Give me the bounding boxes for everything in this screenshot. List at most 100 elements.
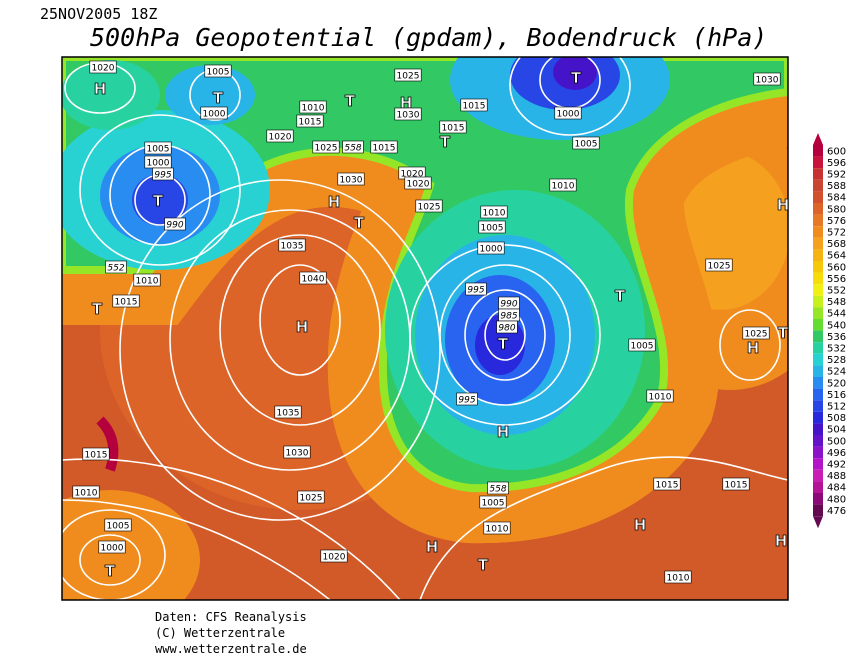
isobar-label-box [456, 392, 478, 406]
pressure-center: H [747, 339, 760, 357]
isobar-label-box [342, 140, 364, 154]
colorbar-label: 600 [827, 146, 846, 157]
colorbar-cell [813, 377, 823, 389]
isobar-label-box [266, 129, 294, 143]
pressure-center: H [296, 318, 309, 336]
isobar-label: 1010 [483, 209, 506, 219]
pressure-center: T [498, 335, 509, 353]
colorbar-cell [813, 237, 823, 250]
colorbar-label: 476 [827, 506, 846, 517]
isobar-label-box [299, 271, 327, 285]
isobar-label-box [554, 106, 582, 120]
colorbar-label: 564 [827, 251, 846, 262]
isobar-label: 990 [166, 221, 183, 231]
isobar-label: 1035 [281, 242, 304, 252]
isobar-label-box [480, 205, 508, 219]
pressure-center: T [213, 89, 224, 107]
isobar-label-box [483, 521, 511, 535]
isobar-label-box [439, 120, 467, 134]
isobar-label-box [370, 140, 398, 154]
colorbar-cell [813, 272, 823, 285]
isobar-label-box [628, 338, 656, 352]
pressure-center: T [153, 192, 164, 210]
colorbar-label: 488 [827, 471, 846, 482]
colorbar-label: 544 [827, 309, 846, 320]
isobar-label-box [82, 447, 110, 461]
isobar-label: 1015 [463, 102, 486, 112]
isobar-label-box [549, 178, 577, 192]
isobar-label: 1025 [397, 72, 420, 82]
isobar-label: 1020 [92, 64, 115, 74]
map-field [62, 57, 788, 600]
colorbar-cell [813, 411, 823, 424]
isobar-label-box [487, 481, 509, 495]
pressure-center: T [92, 300, 103, 318]
isobar-label: 1025 [418, 203, 441, 213]
isobar-label: 1015 [115, 298, 138, 308]
colorbar-label: 536 [827, 332, 846, 343]
pressure-center: T [778, 324, 789, 342]
isobar-label-box [274, 405, 302, 419]
colorbar-cell [813, 469, 823, 482]
isobar-label-box [415, 199, 443, 213]
isobar-label: 995 [458, 396, 475, 406]
isobar-label-box [297, 490, 325, 504]
colorbar-label: 480 [827, 494, 846, 505]
pressure-center: H [94, 80, 107, 98]
isobar-label: 1010 [486, 525, 509, 535]
isobar-label-box [164, 217, 186, 231]
isobar-label-box [404, 176, 432, 190]
isobar-label: 1030 [397, 111, 420, 121]
colorbar-cell [813, 168, 823, 180]
isobar-label: 1005 [207, 68, 230, 78]
isobar-label-box [705, 258, 733, 272]
pressure-center: H [328, 193, 341, 211]
colorbar-cell [813, 365, 823, 377]
isobar-label: 552 [107, 264, 124, 274]
colorbar-label: 520 [827, 378, 846, 389]
isobar-label-box [312, 140, 340, 154]
colorbar-cell [813, 481, 823, 493]
pressure-center: T [105, 562, 116, 580]
isobar-label-box [753, 72, 781, 86]
isobar-label: 1030 [756, 76, 779, 86]
colorbar-cell [813, 446, 823, 459]
isobar-label: 1000 [147, 159, 170, 169]
colorbar-label: 496 [827, 448, 846, 459]
isobar-label-box [105, 260, 127, 274]
pressure-center: H [777, 196, 790, 214]
colorbar-label: 576 [827, 216, 846, 227]
colorbar-label: 592 [827, 170, 846, 181]
pressure-center: H [497, 423, 510, 441]
isobar-label-box [104, 518, 132, 532]
colorbar-label: 596 [827, 158, 846, 169]
isobar-label: 1030 [286, 449, 309, 459]
pressure-center: H [400, 94, 413, 112]
isobar-label: 1010 [552, 182, 575, 192]
colorbar-cell [813, 214, 823, 227]
isobar-label: 995 [154, 171, 171, 181]
colorbar-cell [813, 145, 823, 157]
isobar-label-box [664, 570, 692, 584]
colorbar-cell [813, 400, 823, 412]
isobar-label: 1015 [442, 124, 465, 134]
isobar-label: 558 [489, 485, 506, 495]
isobar-label: 1000 [480, 245, 503, 255]
isobar-label: 1020 [407, 180, 430, 190]
isobar-label-box [112, 294, 140, 308]
isobar-label-box [133, 273, 161, 287]
pressure-center: T [615, 287, 626, 305]
isobar-label-box [460, 98, 488, 112]
isobar-label-box [296, 114, 324, 128]
colorbar-cell [813, 435, 823, 447]
colorbar-label: 508 [827, 413, 846, 424]
isobar-label: 1025 [315, 144, 338, 154]
isobar-label: 1000 [557, 110, 580, 120]
isobar-label: 1010 [136, 277, 159, 287]
footer-line: Daten: CFS Reanalysis [155, 610, 307, 624]
colorbar-cell [813, 423, 823, 435]
isobar-label: 1040 [302, 275, 325, 285]
isobar-label-box [152, 167, 174, 181]
